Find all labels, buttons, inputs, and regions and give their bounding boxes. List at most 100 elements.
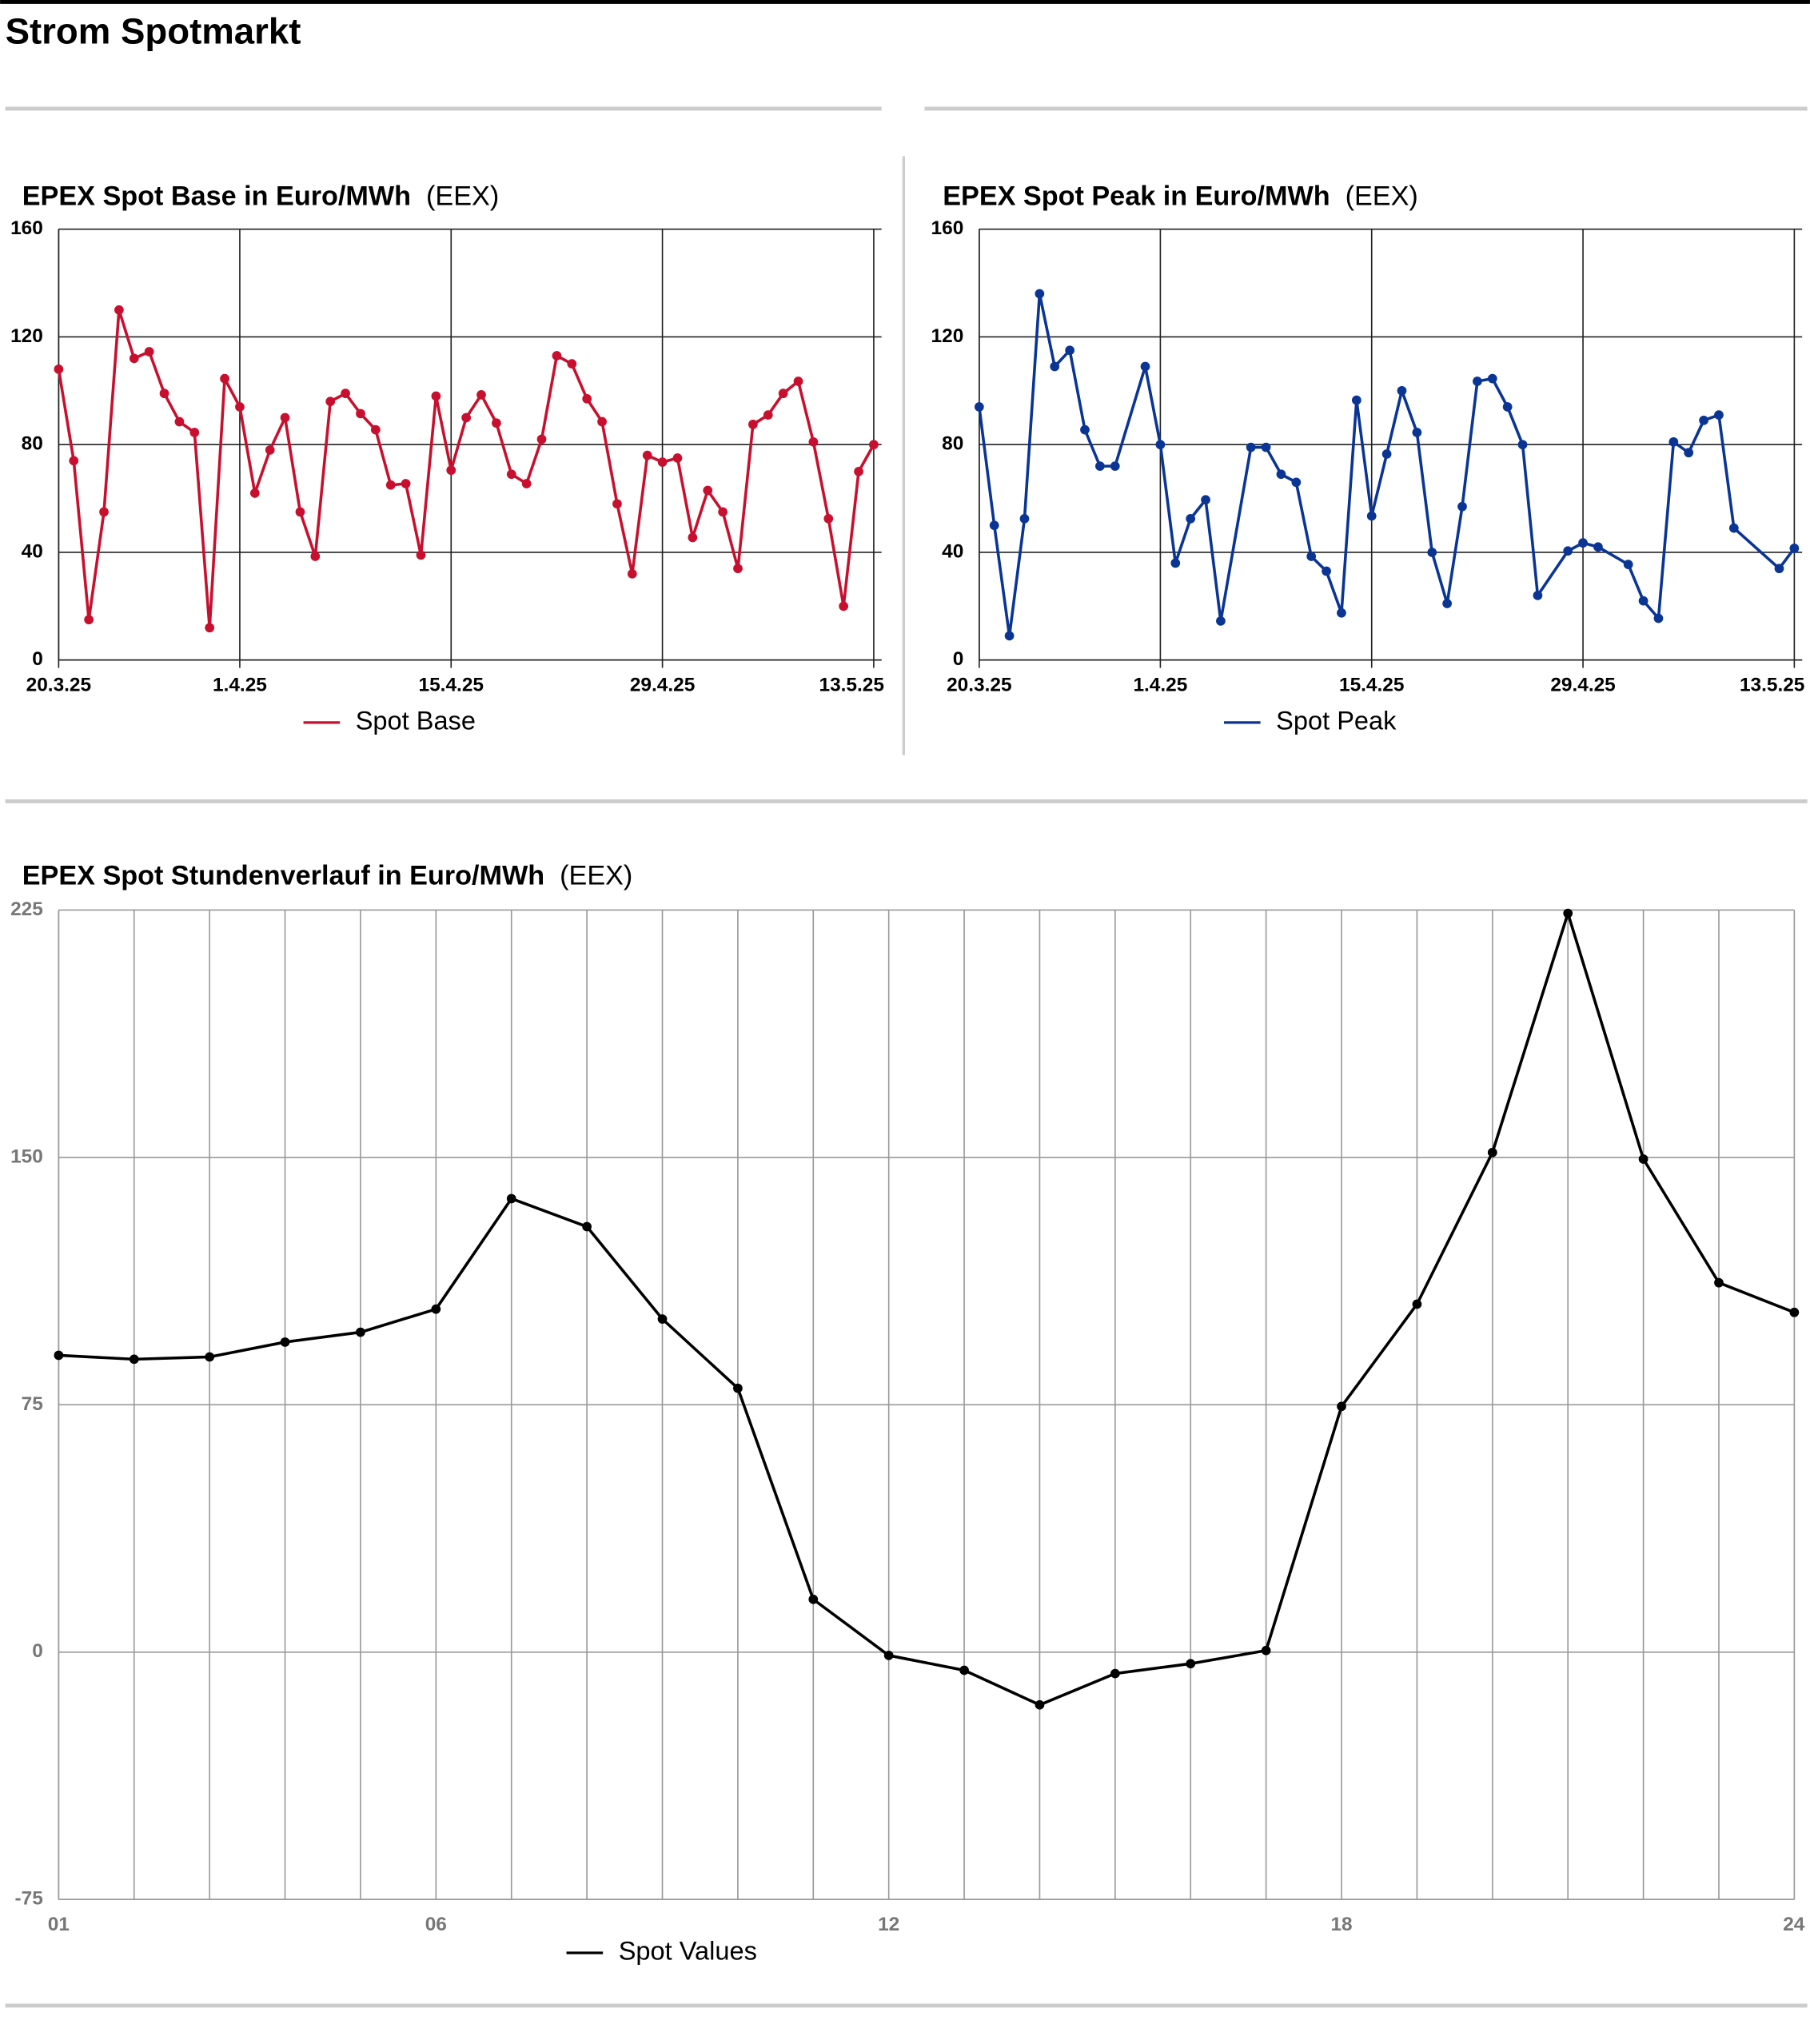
data-point: [1095, 461, 1105, 472]
data-point: [657, 1314, 668, 1324]
data-point: [1261, 1645, 1271, 1656]
data-point: [1623, 560, 1633, 569]
data-point: [582, 1221, 592, 1232]
data-point: [1366, 511, 1377, 521]
data-point: [883, 1651, 894, 1660]
data-point: [144, 347, 154, 357]
page-title: Strom Spotmarkt: [6, 10, 301, 51]
x-tick-label: 1.4.25: [1133, 675, 1187, 696]
data-point: [54, 1350, 64, 1361]
data-point: [1019, 513, 1030, 524]
data-point: [1035, 289, 1045, 299]
data-point: [1593, 542, 1603, 552]
data-point: [205, 623, 215, 633]
data-point: [1728, 523, 1739, 533]
data-point: [280, 1337, 290, 1347]
data-point: [1638, 1154, 1649, 1164]
data-point: [401, 479, 411, 488]
data-point: [1578, 538, 1588, 548]
data-point: [657, 457, 668, 467]
data-point: [1246, 442, 1256, 452]
data-point: [1035, 1699, 1045, 1710]
data-point: [1412, 428, 1422, 437]
x-tick-label: 20.3.25: [947, 675, 1011, 696]
data-point: [1412, 1299, 1422, 1309]
data-point: [1381, 449, 1392, 459]
x-tick-label: 20.3.25: [26, 675, 91, 696]
data-point: [823, 513, 834, 524]
data-point: [174, 416, 185, 427]
data-point: [1517, 440, 1528, 450]
y-tick-label: 75: [22, 1393, 43, 1415]
data-point: [793, 377, 803, 386]
y-tick-label: 40: [942, 540, 963, 562]
data-point: [1563, 546, 1573, 556]
data-point: [1789, 1307, 1800, 1317]
data-point: [989, 520, 999, 531]
data-point: [1155, 440, 1166, 450]
data-point: [688, 532, 698, 543]
data-point: [1533, 591, 1543, 600]
data-point: [1789, 544, 1800, 553]
data-point: [99, 507, 109, 517]
y-tick-label: 0: [32, 1640, 43, 1662]
data-point: [265, 445, 275, 455]
data-point: [295, 507, 305, 517]
data-point: [808, 1594, 819, 1604]
x-tick-label: 12: [878, 1914, 899, 1935]
series-line: [57, 309, 875, 628]
data-point: [506, 469, 516, 480]
data-point: [356, 408, 365, 419]
legend-label: Spot Peak: [1276, 707, 1397, 735]
data-point: [356, 1327, 365, 1337]
y-tick-label: 225: [10, 898, 43, 920]
y-tick-label: 150: [10, 1146, 43, 1167]
data-point: [959, 1665, 969, 1675]
data-point: [69, 456, 79, 466]
data-point: [1653, 613, 1664, 624]
data-point: [1065, 345, 1074, 356]
top-bar: [0, 0, 1810, 4]
rule: [5, 106, 882, 111]
y-tick-label: 120: [931, 325, 964, 347]
x-tick-label: 29.4.25: [630, 675, 695, 696]
x-tick-label: 01: [48, 1914, 70, 1935]
x-tick-label: 06: [425, 1914, 447, 1935]
x-tick-label: 15.4.25: [1339, 675, 1404, 696]
data-point: [1714, 1277, 1724, 1288]
x-tick-label: 18: [1330, 1914, 1352, 1935]
chart-source: (EEX): [1346, 181, 1418, 212]
y-tick-label: 0: [953, 648, 964, 670]
chart-title: EPEX Spot Stundenverlauf in Euro/MWh (EE…: [22, 861, 633, 891]
data-point: [627, 569, 637, 579]
rule: [5, 799, 1808, 803]
data-point: [1186, 513, 1196, 524]
chart-source: (EEX): [560, 861, 632, 891]
data-point: [492, 418, 501, 428]
data-point: [1110, 1668, 1120, 1679]
chart-source: (EEX): [426, 181, 499, 212]
data-point: [597, 416, 607, 427]
data-point: [854, 467, 863, 476]
data-point: [325, 396, 336, 407]
data-point: [159, 388, 169, 399]
data-point: [506, 1193, 516, 1204]
data-point: [748, 420, 758, 429]
data-point: [703, 485, 713, 496]
chart-title: EPEX Spot Peak in Euro/MWh (EEX): [943, 181, 1418, 212]
data-point: [416, 550, 426, 560]
data-point: [341, 388, 350, 399]
data-point: [642, 450, 652, 460]
data-point: [1442, 599, 1452, 608]
data-point: [129, 1354, 139, 1365]
x-tick-label: 24: [1783, 1914, 1805, 1935]
data-point: [476, 389, 486, 400]
x-tick-label: 13.5.25: [1740, 675, 1804, 696]
x-tick-label: 13.5.25: [819, 675, 884, 696]
y-tick-label: 80: [942, 433, 963, 455]
data-point: [84, 615, 94, 625]
data-point: [446, 465, 456, 476]
y-tick-label: -75: [15, 1888, 43, 1910]
data-point: [54, 364, 64, 374]
